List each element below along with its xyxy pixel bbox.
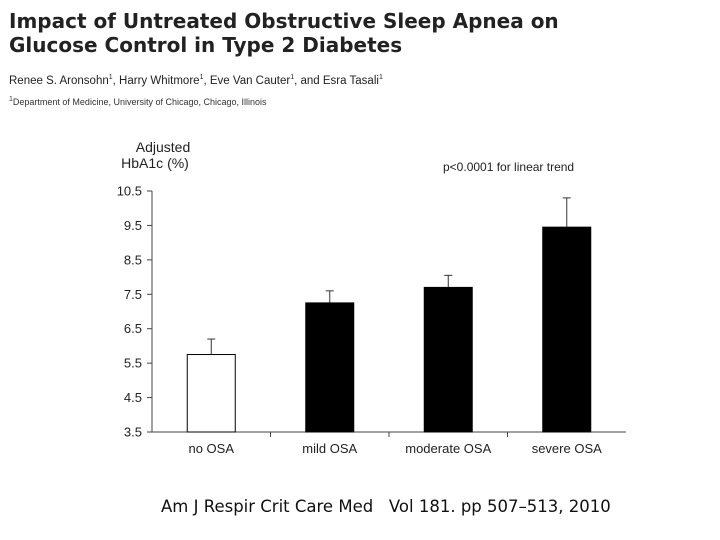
bar — [542, 226, 592, 433]
author-list: Renee S. Aronsohn1, Harry Whitmore1, Eve… — [9, 74, 383, 87]
y-tick-label: 7.5 — [124, 287, 142, 302]
author-affiliation-mark: 1 — [108, 74, 113, 81]
y-axis-label-line-2: HbA1c (%) — [121, 155, 189, 171]
affiliation: 1Department of Medicine, University of C… — [9, 96, 267, 107]
y-tick-label: 8.5 — [124, 252, 142, 267]
y-tick-label: 6.5 — [124, 321, 142, 336]
citation: Am J Respir Crit Care Med Vol 181. pp 50… — [161, 497, 611, 516]
author-affiliation-mark: 1 — [378, 74, 383, 81]
title-line-2: Glucose Control in Type 2 Diabetes — [9, 33, 403, 57]
x-tick-label: mild OSA — [302, 441, 357, 456]
x-tick-label: moderate OSA — [405, 441, 491, 456]
plot-area: 3.5 4.5 5.5 6.5 7.5 8.5 9.5 10.5 no OSA mild OSA m… — [117, 184, 626, 456]
y-axis-label-line-1: Adjusted — [136, 139, 190, 155]
x-tick-label: severe OSA — [532, 441, 602, 456]
affiliation-text: Department of Medicine, University of Ch… — [12, 97, 267, 107]
author-affiliation-mark: 1 — [199, 74, 204, 81]
author-affiliation-mark: 1 — [290, 74, 295, 81]
y-tick-label: 9.5 — [124, 218, 142, 233]
bar — [305, 302, 355, 433]
y-tick-label: 5.5 — [124, 356, 142, 371]
bar — [186, 354, 236, 433]
author-name: Harry Whitmore — [119, 74, 200, 87]
author-name: Esra Tasali — [322, 74, 379, 87]
author-name: Eve Van Cauter — [209, 74, 291, 87]
slide-title: Impact of Untreated Obstructive Sleep Ap… — [9, 9, 709, 57]
y-tick-label: 4.5 — [124, 390, 142, 405]
y-tick-label: 10.5 — [117, 184, 142, 199]
title-line-1: Impact of Untreated Obstructive Sleep Ap… — [9, 9, 559, 33]
y-tick-label: 3.5 — [124, 425, 142, 440]
trend-annotation: p<0.0001 for linear trend — [443, 160, 574, 174]
bar — [423, 286, 473, 433]
affiliation-mark: 1 — [9, 96, 13, 103]
x-tick-label: no OSA — [188, 441, 234, 456]
author-name: Renee S. Aronsohn — [9, 74, 109, 87]
